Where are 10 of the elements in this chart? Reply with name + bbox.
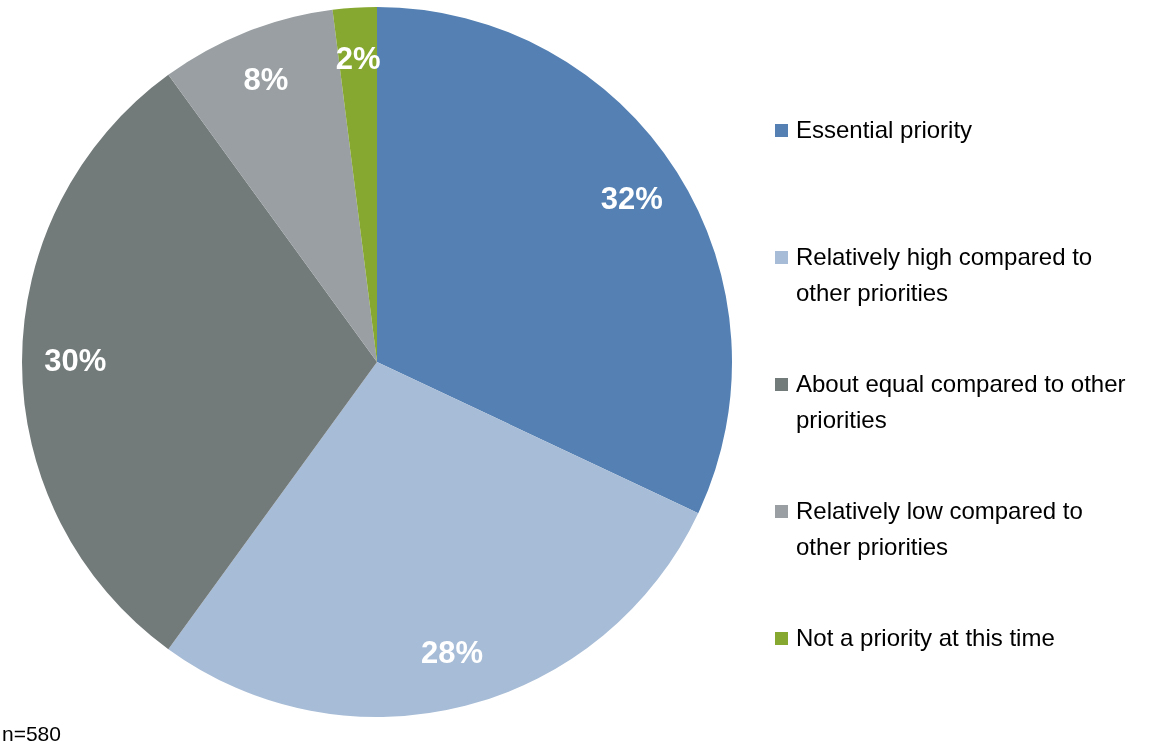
legend-label: Not a priority at this time xyxy=(796,623,1055,653)
data-label: 30% xyxy=(44,342,107,378)
legend-label: About equal compared to other priorities xyxy=(796,369,1127,435)
legend-label: Relatively low compared to other priorities xyxy=(796,496,1084,562)
data-label: 28% xyxy=(421,634,484,670)
legend-label: Relatively high compared to other priorities xyxy=(796,242,1094,308)
text: n=580 xyxy=(2,722,61,746)
legend-label: Essential priority xyxy=(796,115,973,145)
data-label: 8% xyxy=(243,61,289,97)
data-label: 32% xyxy=(600,180,663,216)
